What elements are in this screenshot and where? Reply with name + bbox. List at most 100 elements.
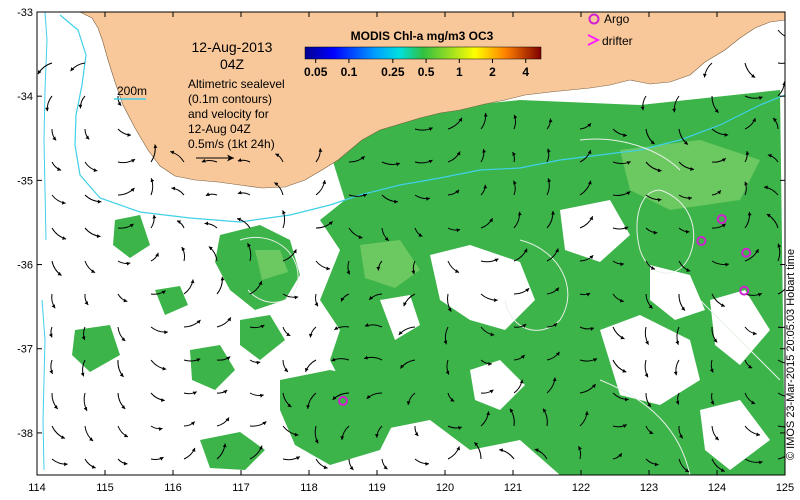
- argo-floats: [338, 214, 752, 406]
- velocity-arrowhead: [684, 468, 689, 472]
- velocity-arrowhead: [553, 323, 558, 327]
- velocity-arrowhead: [752, 331, 757, 336]
- velocity-arrowhead: [578, 446, 582, 451]
- velocity-arrowhead: [725, 262, 729, 267]
- velocity-arrowhead: [406, 401, 411, 405]
- velocity-arrowhead: [81, 336, 86, 340]
- velocity-arrowhead: [225, 417, 230, 422]
- velocity-arrow: [777, 326, 785, 328]
- velocity-arrowhead: [483, 112, 488, 117]
- velocity-arrowhead: [331, 357, 336, 362]
- velocity-arrowhead: [714, 108, 719, 113]
- velocity-arrowhead: [755, 249, 759, 254]
- velocity-arrowhead: [93, 168, 98, 172]
- velocity-arrowhead: [124, 433, 129, 438]
- chl-patch: [650, 265, 705, 320]
- velocity-arrowhead: [314, 302, 318, 307]
- velocity-arrowhead: [91, 269, 96, 273]
- coastline-isobath: [43, 12, 48, 241]
- velocity-arrowhead: [720, 303, 725, 307]
- velocity-arrowhead: [295, 456, 300, 461]
- velocity-arrowhead: [323, 465, 328, 470]
- info-line: (0.1m contours): [188, 92, 272, 106]
- velocity-arrowhead: [364, 355, 369, 360]
- velocity-arrowhead: [223, 390, 228, 394]
- velocity-arrowhead: [121, 337, 126, 342]
- velocity-arrowhead: [123, 298, 128, 303]
- isobath-legend-label: 200m: [117, 84, 147, 98]
- velocity-arrowhead: [591, 384, 596, 389]
- sealevel-contour: [599, 379, 691, 475]
- velocity-arrowhead: [260, 325, 265, 329]
- velocity-arrowhead: [282, 210, 286, 215]
- x-tick-label: 124: [708, 482, 726, 494]
- velocity-arrowhead: [766, 214, 771, 218]
- velocity-arrowhead: [721, 158, 726, 162]
- velocity-arrowhead: [129, 223, 134, 228]
- velocity-arrowhead: [443, 340, 448, 345]
- velocity-arrowhead: [675, 400, 680, 405]
- velocity-arrowhead: [322, 180, 327, 184]
- velocity-arrowhead: [789, 36, 793, 40]
- velocity-arrowhead: [672, 108, 676, 113]
- x-tick-label: 118: [300, 482, 318, 494]
- sealevel-contours: [239, 138, 781, 475]
- velocity-arrowhead: [237, 190, 242, 195]
- velocity-arrowhead: [49, 369, 53, 374]
- sealevel-contour: [699, 299, 781, 381]
- velocity-arrowhead: [61, 435, 66, 439]
- velocity-arrowhead: [162, 366, 167, 371]
- velocity-arrowhead: [587, 180, 592, 185]
- sealevel-contour: [636, 189, 695, 274]
- velocity-arrowhead: [170, 150, 175, 155]
- chl-patch: [430, 245, 535, 330]
- velocity-arrowhead: [164, 330, 168, 335]
- velocity-arrowhead: [152, 214, 157, 219]
- velocity-arrowhead: [626, 191, 631, 196]
- velocity-arrowhead: [744, 181, 749, 186]
- velocity-arrowhead: [334, 326, 339, 330]
- velocity-arrowhead: [176, 220, 181, 224]
- velocity-arrowhead: [782, 81, 785, 86]
- velocity-arrowhead: [374, 434, 379, 438]
- velocity-arrowhead: [360, 156, 365, 160]
- info-line: 12-Aug 04Z: [188, 122, 251, 136]
- velocity-arrowhead: [520, 354, 525, 359]
- colorbar-tick-label: 0.5: [418, 65, 435, 79]
- velocity-arrowhead: [48, 333, 53, 338]
- legend: Argo drifter: [587, 12, 633, 48]
- x-tick-label: 115: [96, 482, 114, 494]
- velocity-arrowhead: [618, 453, 622, 458]
- chl-patch: [470, 360, 525, 410]
- velocity-arrowhead: [287, 403, 292, 408]
- velocity-arrowhead: [673, 371, 678, 376]
- velocity-arrowhead: [488, 362, 492, 366]
- velocity-arrowhead: [328, 221, 333, 226]
- velocity-arrowhead: [522, 324, 527, 328]
- velocity-arrowhead: [690, 167, 694, 171]
- velocity-arrowhead: [192, 391, 197, 396]
- velocity-arrowhead: [640, 106, 645, 111]
- velocity-arrowhead: [362, 193, 367, 198]
- velocity-arrowhead: [130, 187, 135, 192]
- velocity-arrow: [777, 455, 785, 460]
- velocity-arrowhead: [293, 249, 297, 254]
- velocity-arrowhead: [684, 140, 688, 145]
- velocity-arrowhead: [340, 297, 345, 302]
- velocity-arrowhead: [191, 447, 196, 452]
- chlorophyll-patches: [72, 90, 785, 475]
- velocity-arrow: [777, 392, 785, 397]
- velocity-arrowhead: [620, 262, 624, 267]
- velocity-arrowhead: [590, 327, 595, 331]
- velocity-arrowhead: [586, 293, 591, 297]
- info-text: Altimetric sealevel (0.1m contours) and …: [188, 77, 285, 151]
- colorbar-tick-label: 0.1: [341, 65, 358, 79]
- colorbar: MODIS Chl-a mg/m3 OC3 0.05 0.1 0.25 0.5 1 2 4: [304, 29, 542, 79]
- velocity-arrowhead: [45, 107, 49, 112]
- velocity-arrowhead: [258, 445, 263, 450]
- velocity-arrowhead: [713, 338, 718, 343]
- velocity-arrowhead: [237, 158, 242, 162]
- velocity-arrowhead: [456, 228, 461, 233]
- velocity-arrowhead: [650, 140, 655, 145]
- argo-float-marker: [741, 247, 752, 258]
